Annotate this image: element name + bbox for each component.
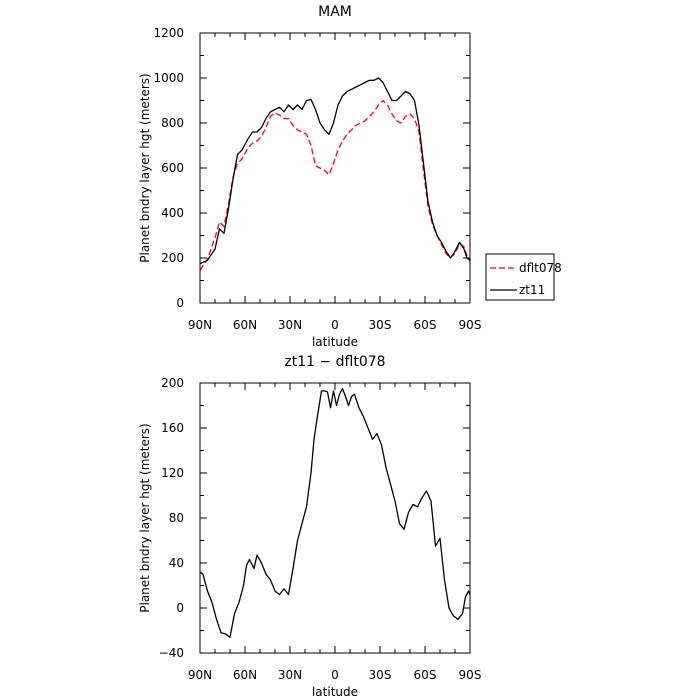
x-axis-label: latitude bbox=[312, 685, 358, 699]
y-tick-label: 200 bbox=[161, 251, 184, 265]
y-tick-label: −40 bbox=[159, 646, 184, 660]
y-axis-label: Planet bndry layer hgt (meters) bbox=[138, 423, 152, 613]
y-tick-label: 200 bbox=[161, 376, 184, 390]
x-tick-label: 90N bbox=[188, 318, 212, 332]
y-tick-label: 1000 bbox=[153, 71, 184, 85]
x-tick-label: 60S bbox=[414, 318, 437, 332]
y-tick-label: 400 bbox=[161, 206, 184, 220]
x-tick-label: 90N bbox=[188, 668, 212, 682]
y-tick-label: 0 bbox=[176, 296, 184, 310]
x-tick-label: 30N bbox=[278, 668, 302, 682]
legend-label-zt11: zt11 bbox=[519, 283, 545, 297]
legend-label-dflt078: dflt078 bbox=[519, 261, 562, 275]
y-tick-label: 0 bbox=[176, 601, 184, 615]
y-axis-label: Planet bndry layer hgt (meters) bbox=[138, 73, 152, 263]
plot-frame bbox=[199, 32, 471, 304]
legend-box bbox=[485, 253, 555, 301]
series-line-zt11 bbox=[199, 77, 471, 265]
x-tick-label: 0 bbox=[331, 318, 339, 332]
y-tick-label: 1200 bbox=[153, 26, 184, 40]
y-tick-label: 600 bbox=[161, 161, 184, 175]
chart-2: 90N 60N 30N 0 30S 60S 90S −40 0 40 80 120 160 200 zt11… bbox=[138, 354, 481, 699]
x-tick-label: 60S bbox=[414, 668, 437, 682]
x-tick-label: 30S bbox=[369, 318, 392, 332]
x-tick-label: 90S bbox=[459, 318, 482, 332]
x-axis-label: latitude bbox=[312, 335, 358, 349]
legend: dflt078 zt11 bbox=[485, 253, 562, 301]
plot-frame bbox=[199, 382, 471, 654]
chart-title: zt11 − dflt078 bbox=[284, 354, 385, 370]
x-tick-label: 60N bbox=[233, 668, 257, 682]
x-tick-label: 30N bbox=[278, 318, 302, 332]
series-line-difference bbox=[199, 387, 471, 638]
y-tick-label: 800 bbox=[161, 116, 184, 130]
x-tick-label: 60N bbox=[233, 318, 257, 332]
y-tick-label: 80 bbox=[169, 511, 184, 525]
x-tick-label: 0 bbox=[331, 668, 339, 682]
chart-1: 90N 60N 30N 0 30S 60S 90S 0 200 400 600 800 1000 1200… bbox=[138, 4, 562, 349]
x-tick-label: 30S bbox=[369, 668, 392, 682]
series-line-dflt078 bbox=[199, 99, 471, 271]
y-tick-label: 40 bbox=[169, 556, 184, 570]
chart-title: MAM bbox=[318, 4, 352, 20]
y-tick-label: 160 bbox=[161, 421, 184, 435]
y-tick-label: 120 bbox=[161, 466, 184, 480]
x-tick-label: 90S bbox=[459, 668, 482, 682]
